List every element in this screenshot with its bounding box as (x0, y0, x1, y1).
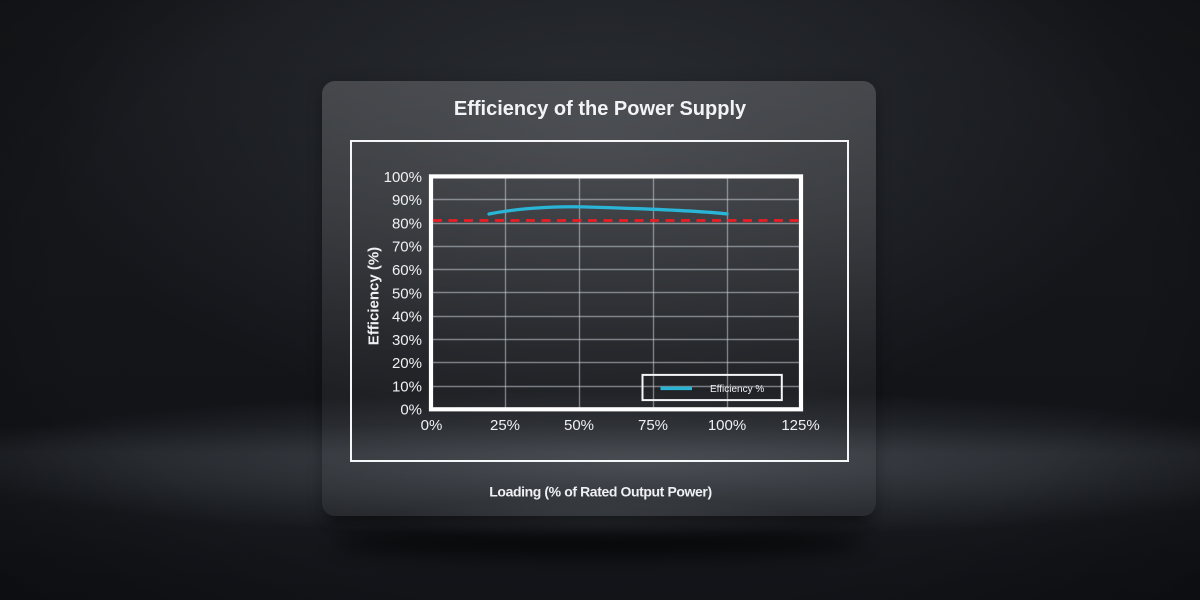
svg-text:0%: 0% (421, 417, 443, 434)
svg-text:100%: 100% (708, 417, 746, 434)
svg-text:60%: 60% (392, 262, 422, 279)
svg-text:50%: 50% (392, 285, 422, 302)
svg-text:Efficiency (%): Efficiency (%) (366, 247, 383, 345)
svg-text:125%: 125% (781, 417, 819, 434)
svg-text:10%: 10% (392, 378, 422, 395)
svg-text:25%: 25% (490, 417, 520, 434)
svg-text:40%: 40% (392, 309, 422, 326)
svg-text:Loading (% of Rated Output Pow: Loading (% of Rated Output Power) (489, 483, 711, 499)
svg-text:Efficiency %: Efficiency % (710, 384, 764, 395)
svg-text:75%: 75% (638, 417, 668, 434)
svg-text:0%: 0% (400, 402, 422, 419)
svg-text:70%: 70% (392, 239, 422, 256)
svg-text:50%: 50% (564, 417, 594, 434)
svg-text:30%: 30% (392, 332, 422, 349)
svg-text:100%: 100% (384, 169, 422, 186)
svg-text:80%: 80% (392, 215, 422, 232)
svg-text:20%: 20% (392, 355, 422, 372)
svg-text:90%: 90% (392, 192, 422, 209)
